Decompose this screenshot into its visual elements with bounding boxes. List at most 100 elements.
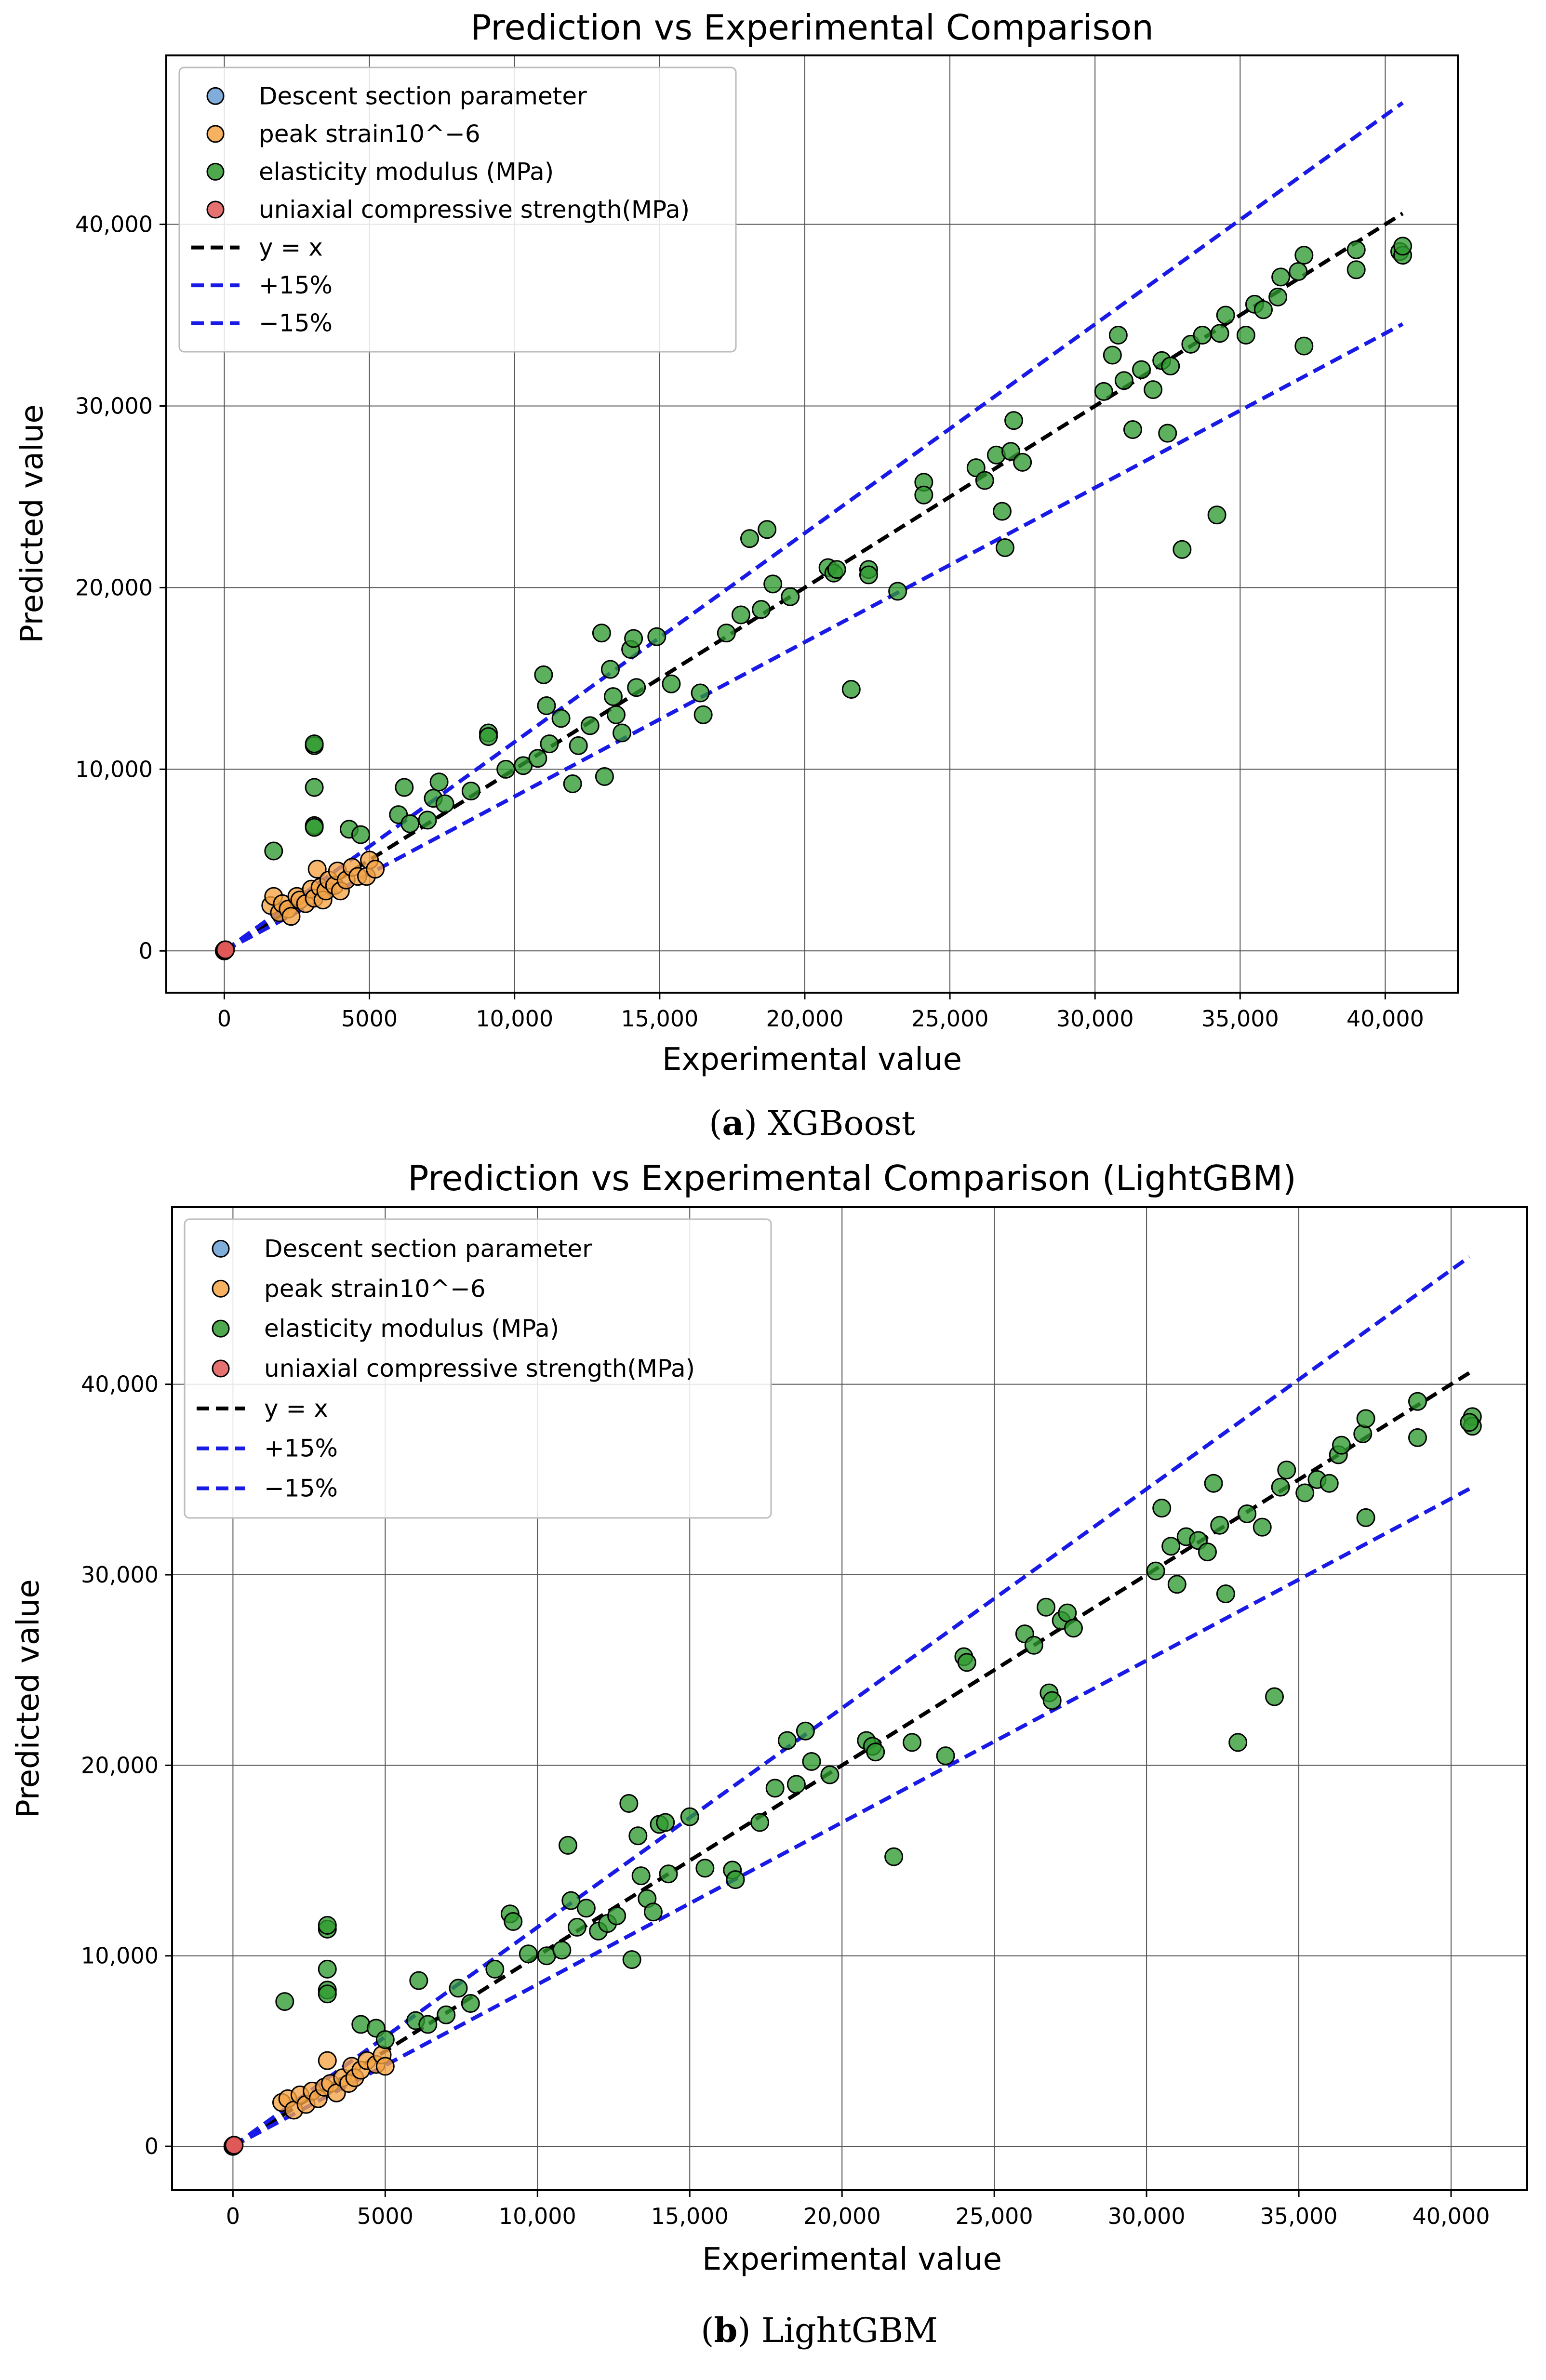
y-tick-label: 10,000	[75, 756, 153, 782]
axis-ticks: 0 5000 10,000 15,000 20,000 25,000 30,000 35,00…	[75, 212, 1424, 1032]
x-axis-label: Experimental value	[702, 2242, 1002, 2277]
legend-label: Descent section parameter	[264, 1235, 592, 1263]
y-axis-label: Predicted value	[11, 1579, 46, 1818]
data-point	[695, 1859, 715, 1878]
data-point	[1001, 442, 1021, 461]
data-point	[461, 1994, 480, 2013]
caption-close: )	[737, 2311, 750, 2350]
data-point	[400, 814, 420, 833]
y-tick-label: 10,000	[81, 1943, 159, 1969]
caption-close: )	[744, 1104, 757, 1143]
data-point	[859, 565, 878, 585]
data-point	[534, 665, 553, 684]
data-point	[884, 1847, 904, 1866]
data-point	[461, 782, 480, 801]
data-point	[995, 538, 1014, 558]
data-point	[318, 1959, 337, 1979]
data-point	[1204, 1474, 1223, 1493]
caption-model: XGBoost	[757, 1104, 915, 1143]
data-point	[275, 1992, 294, 2011]
caption-letter: b	[714, 2310, 737, 2350]
data-point	[1460, 1413, 1479, 1432]
y-tick-label: 40,000	[81, 1371, 159, 1397]
x-tick-label: 15,000	[651, 2203, 729, 2229]
data-point	[903, 1733, 922, 1752]
data-point	[1319, 1474, 1339, 1493]
data-point	[827, 560, 846, 579]
data-point	[1193, 325, 1212, 345]
data-point	[914, 485, 933, 505]
legend-label: +15%	[259, 271, 333, 299]
legend-label: uniaxial compressive strength(MPa)	[264, 1355, 695, 1383]
legend-label: y = x	[264, 1395, 328, 1423]
data-point	[1042, 1691, 1062, 1710]
data-point	[717, 624, 736, 643]
data-point	[1210, 324, 1229, 343]
data-point	[627, 678, 646, 697]
legend-label: elasticity modulus (MPa)	[259, 158, 554, 186]
data-point	[1173, 540, 1192, 559]
data-point	[1024, 1635, 1043, 1655]
x-tick-label: 20,000	[803, 2203, 881, 2229]
data-point	[1114, 371, 1133, 390]
data-point	[662, 674, 681, 693]
data-point	[796, 1721, 815, 1741]
reference-line	[223, 101, 1404, 953]
x-axis-label: Experimental value	[662, 1042, 962, 1077]
data-point	[619, 1794, 639, 1813]
data-point	[409, 1971, 428, 1990]
data-point	[519, 1944, 538, 1964]
data-point	[307, 860, 327, 879]
panel-caption: (b) LightGBM	[701, 2310, 938, 2350]
data-point	[1004, 411, 1024, 430]
legend: Descent section parameter peak strain10^−…	[184, 1218, 772, 1519]
x-tick-label: 0	[217, 1006, 231, 1032]
y-tick-label: 30,000	[75, 393, 153, 419]
data-point	[375, 2057, 395, 2076]
data-point	[1216, 1584, 1235, 1604]
data-point	[622, 1950, 641, 1969]
y-tick-label: 40,000	[75, 212, 153, 238]
data-point	[750, 1813, 770, 1832]
x-tick-label: 40,000	[1413, 2203, 1490, 2229]
data-point	[731, 605, 750, 625]
data-point	[558, 1835, 577, 1855]
data-point	[631, 1866, 651, 1886]
x-tick-label: 5000	[357, 2203, 413, 2229]
plot-frame	[171, 1206, 1528, 2191]
data-point	[1353, 1424, 1373, 1443]
axis-ticks: 0 5000 10,000 15,000 20,000 25,000 30,000 35,00…	[81, 1371, 1490, 2229]
data-point	[563, 774, 582, 794]
x-tick-label: 5000	[341, 1006, 398, 1032]
data-point	[866, 1742, 885, 1762]
legend-marker	[212, 1239, 230, 1258]
data-point	[643, 1902, 663, 1922]
data-point	[1236, 325, 1255, 345]
caption-open: (	[709, 1104, 722, 1143]
legend-marker	[212, 1319, 230, 1338]
reference-line	[223, 322, 1404, 953]
plot-frame	[165, 54, 1459, 994]
data-point	[1144, 380, 1163, 399]
x-tick-label: 30,000	[1056, 1006, 1134, 1032]
legend-marker	[206, 87, 225, 105]
x-tick-label: 10,000	[499, 2203, 576, 2229]
data-point	[1238, 1504, 1257, 1524]
data-point	[1294, 246, 1314, 265]
data-point	[281, 907, 301, 926]
x-tick-label: 25,000	[956, 2203, 1033, 2229]
data-point	[1346, 260, 1366, 279]
data-point	[551, 709, 571, 728]
data-point	[975, 471, 994, 490]
data-point	[592, 624, 611, 643]
y-axis-label: Predicted value	[14, 404, 50, 643]
data-point	[485, 1959, 505, 1979]
data-point	[351, 825, 371, 844]
y-tick-label: 0	[139, 938, 153, 964]
data-point	[1277, 1461, 1296, 1480]
data-point	[1064, 1619, 1083, 1638]
data-point	[1271, 267, 1291, 287]
data-point	[691, 683, 710, 703]
